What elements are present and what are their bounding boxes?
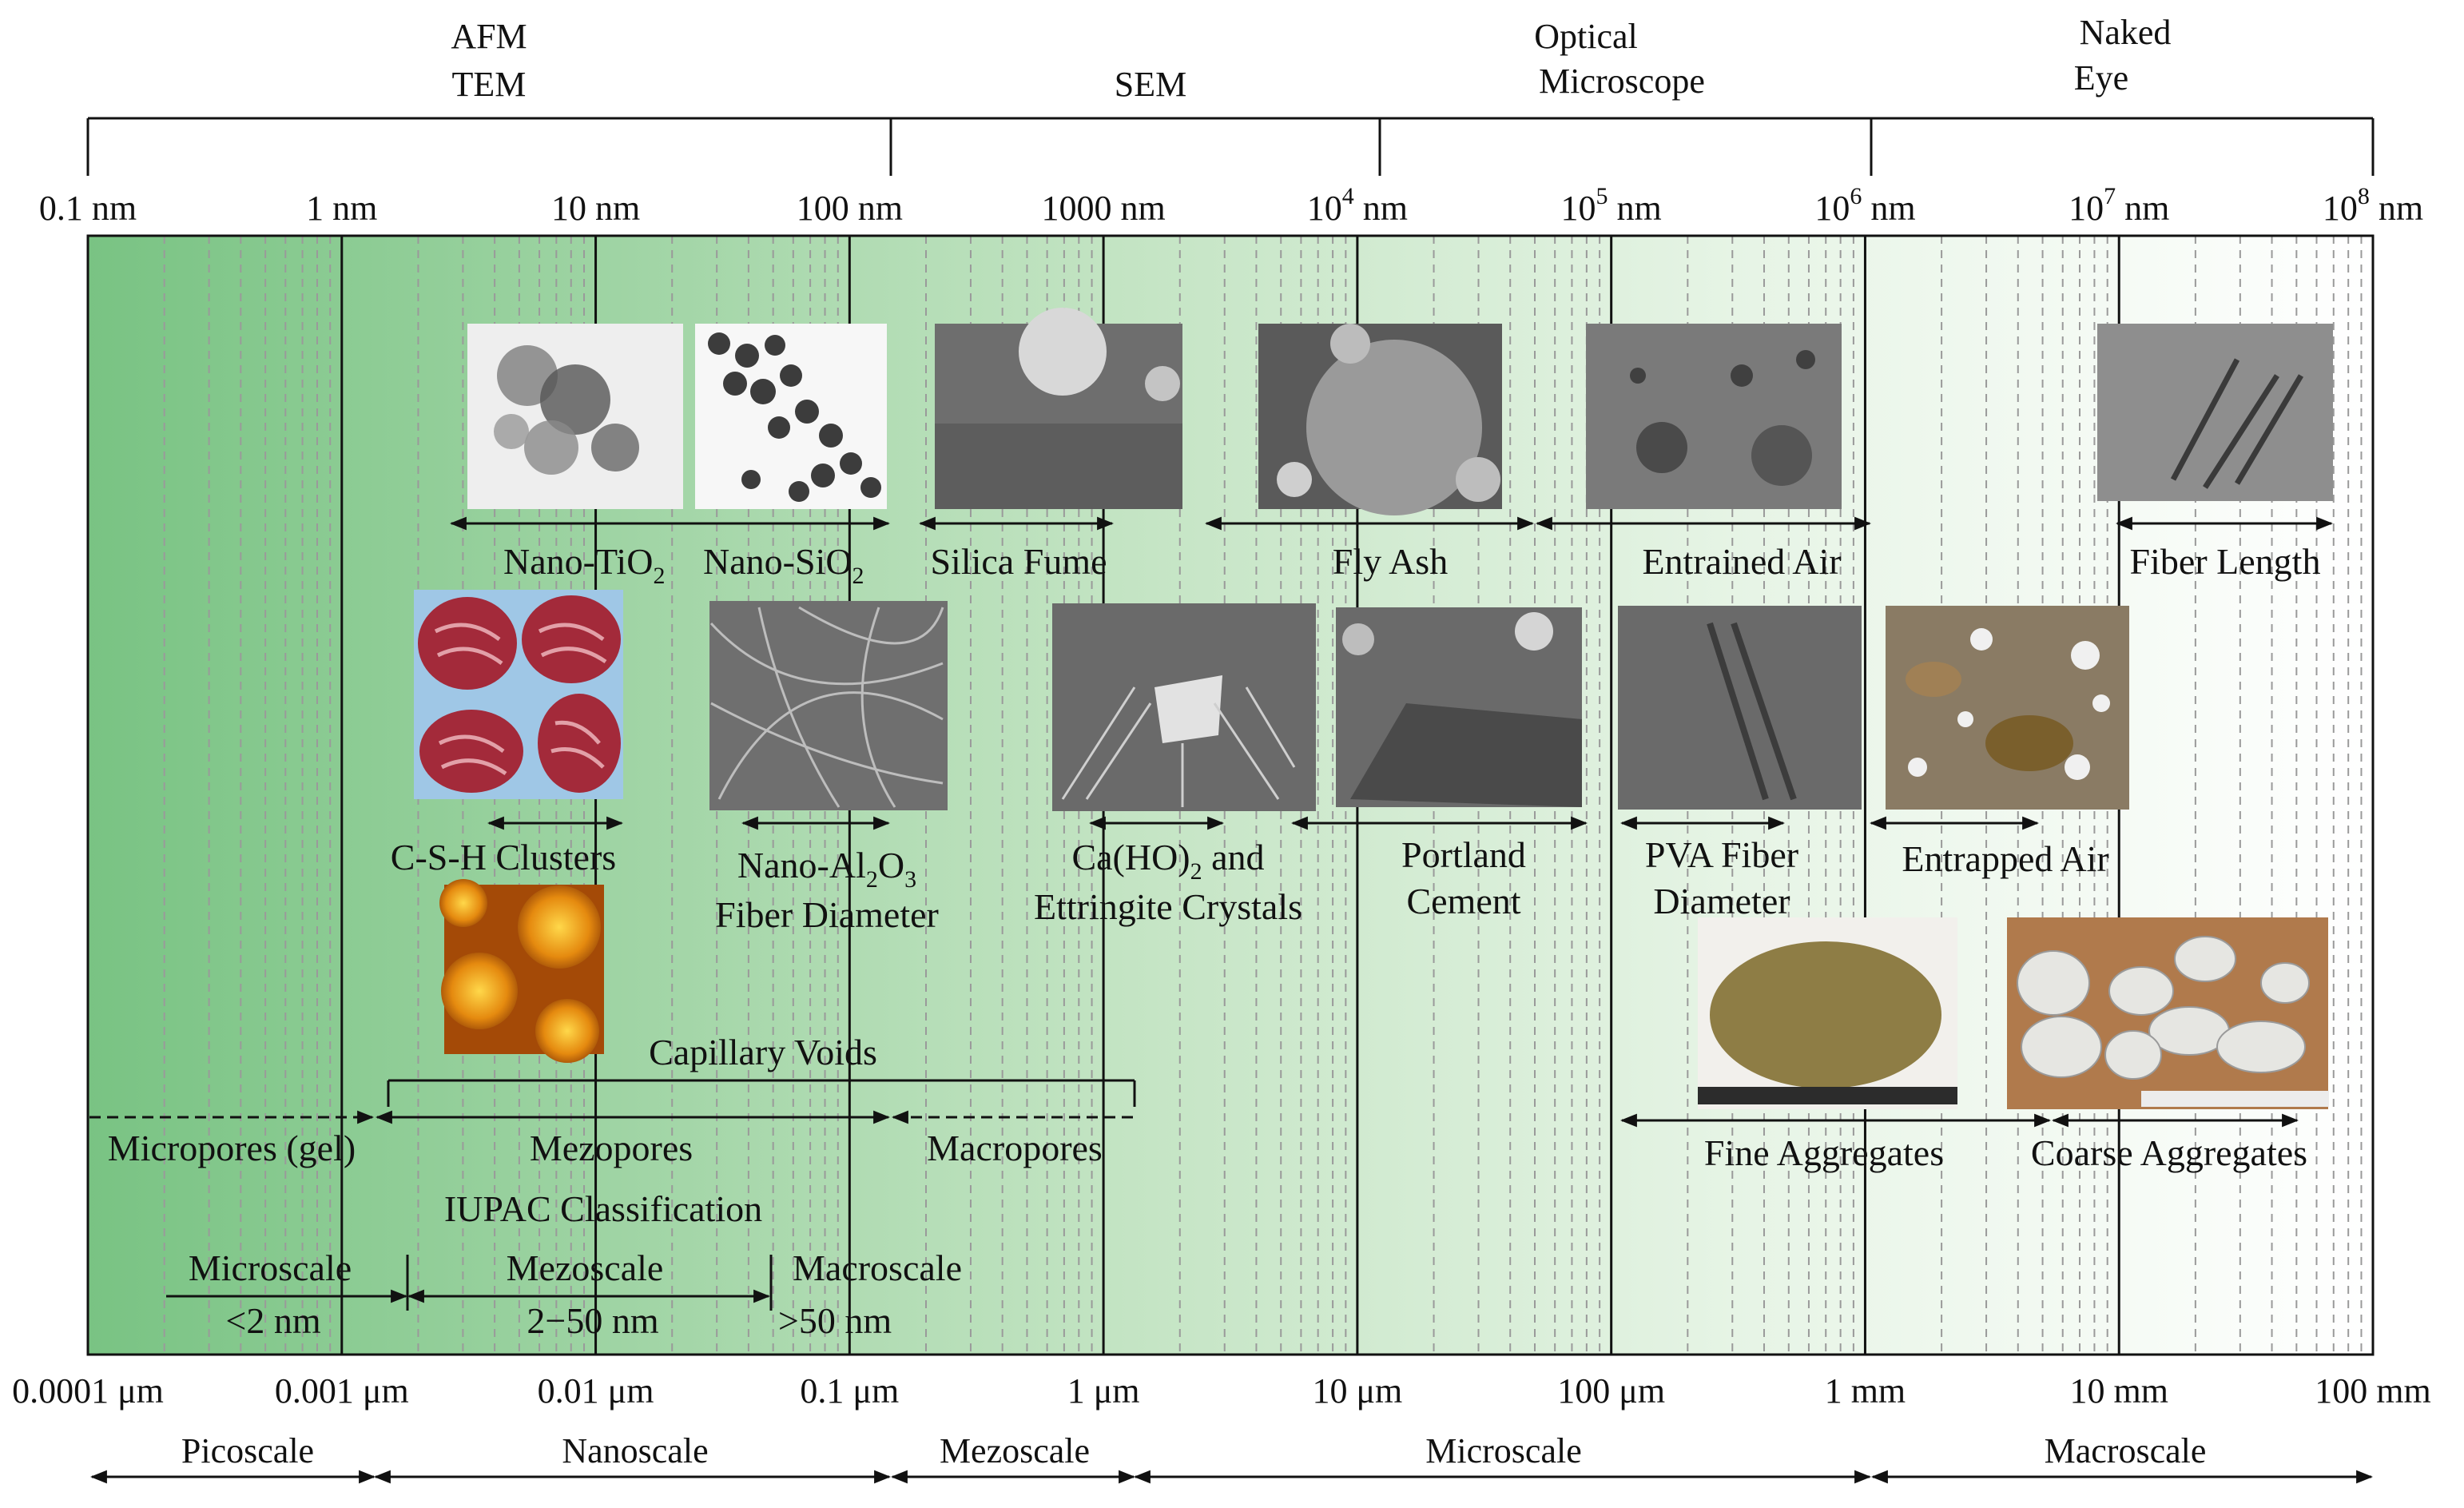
bottom-tick-label: 0.01 μm bbox=[538, 1371, 654, 1411]
entrained-air-image bbox=[1586, 324, 1842, 509]
afm-image bbox=[439, 879, 604, 1063]
fiber-length-image bbox=[2097, 324, 2333, 501]
portland-cement-image bbox=[1336, 607, 1582, 807]
iupac-arrows bbox=[166, 1255, 773, 1311]
silica-fume-label: Silica Fume bbox=[930, 541, 1107, 582]
nano-sio2-image bbox=[695, 324, 887, 509]
nanoscale-label: Nanoscale bbox=[562, 1431, 708, 1470]
capillary-bracket bbox=[387, 1079, 1136, 1107]
top-tick-label: 108 nm bbox=[2323, 183, 2423, 228]
top-tick-label: 107 nm bbox=[2069, 183, 2169, 228]
iupac-micro-range: <2 nm bbox=[225, 1300, 320, 1341]
fine-aggregates-image bbox=[1698, 917, 1957, 1109]
microscope-label: Microscope bbox=[1539, 62, 1705, 101]
top-tick-label: 100 nm bbox=[797, 189, 903, 228]
top-tick-label: 106 nm bbox=[1814, 183, 1915, 228]
entrapped-air-image bbox=[1886, 606, 2129, 810]
bottom-tick-label: 10 μm bbox=[1312, 1371, 1402, 1411]
picoscale-label: Picoscale bbox=[181, 1431, 314, 1470]
iupac-macro-range: >50 nm bbox=[778, 1300, 892, 1341]
top-tick-label: 0.1 nm bbox=[39, 189, 137, 228]
bottom-tick-label: 100 mm bbox=[2315, 1371, 2430, 1411]
top-tick-label: 104 nm bbox=[1307, 183, 1408, 228]
bottom-tick-label: 100 μm bbox=[1557, 1371, 1665, 1411]
sem-label: SEM bbox=[1115, 65, 1186, 104]
ca-oh-image bbox=[1052, 603, 1316, 811]
macropores-label: Macropores bbox=[927, 1128, 1103, 1168]
ettringite-label: Ettringite Crystals bbox=[1034, 886, 1302, 927]
pva-fiber-image bbox=[1618, 606, 1862, 810]
iupac-mezo-range: 2−50 nm bbox=[527, 1300, 658, 1341]
tem-label: TEM bbox=[452, 65, 527, 104]
fine-aggregates-label: Fine Aggregates bbox=[1704, 1132, 1944, 1173]
top-axis: 0.1 nm 1 nm 10 nm 100 nm 1000 nm 104 nm 105 nm… bbox=[39, 183, 2423, 228]
top-tick-label: 1 nm bbox=[306, 189, 377, 228]
eye-label: Eye bbox=[2074, 58, 2128, 97]
optical-label: Optical bbox=[1534, 17, 1638, 56]
bottom-tick-label: 0.0001 μm bbox=[12, 1371, 164, 1411]
mezopores-label: Mezopores bbox=[530, 1128, 693, 1168]
iupac-micro-label: Microscale bbox=[189, 1247, 352, 1288]
bottom-tick-label: 1 μm bbox=[1067, 1371, 1140, 1411]
nano-sio2-label: Nano-SiO2 bbox=[703, 541, 864, 589]
micropores-label: Micropores (gel) bbox=[108, 1128, 356, 1168]
coarse-aggregates-label: Coarse Aggregates bbox=[2031, 1132, 2307, 1173]
pore-arrows bbox=[89, 1110, 2299, 1128]
nano-al2o3-image bbox=[709, 601, 948, 810]
coarse-aggregates-image bbox=[2007, 917, 2329, 1109]
capillary-voids-label: Capillary Voids bbox=[649, 1032, 877, 1072]
fly-ash-label: Fly Ash bbox=[1333, 541, 1448, 582]
csh-clusters-label: C-S-H Clusters bbox=[391, 837, 616, 877]
entrapped-air-label: Entrapped Air bbox=[1902, 838, 2108, 879]
nano-tio2-label: Nano-TiO2 bbox=[503, 541, 665, 589]
pva-fiber-label: PVA Fiber bbox=[1645, 834, 1798, 875]
bottom-tick-label: 0.1 μm bbox=[800, 1371, 899, 1411]
fly-ash-image bbox=[1258, 324, 1502, 515]
cement-label: Cement bbox=[1406, 881, 1520, 921]
afm-label: AFM bbox=[451, 17, 527, 56]
iupac-label: IUPAC Classification bbox=[444, 1188, 762, 1229]
bottom-tick-label: 1 mm bbox=[1825, 1371, 1906, 1411]
portland-label: Portland bbox=[1401, 834, 1526, 875]
mezoscale-label: Mezoscale bbox=[940, 1431, 1090, 1470]
ca-oh-label: Ca(HO)2 and bbox=[1071, 837, 1264, 885]
bottom-axis: 0.0001 μm 0.001 μm 0.01 μm 0.1 μm 1 μm 10 μm 1… bbox=[12, 1371, 2431, 1411]
iupac-mezo-label: Mezoscale bbox=[507, 1247, 664, 1288]
nano-al2o3-label: Nano-Al2O3 bbox=[737, 845, 916, 893]
iupac-macro-label: Macroscale bbox=[793, 1247, 962, 1288]
instrument-bracket bbox=[86, 117, 2375, 176]
naked-label: Naked bbox=[2080, 13, 2172, 52]
bottom-tick-label: 0.001 μm bbox=[275, 1371, 409, 1411]
macroscale-label: Macroscale bbox=[2045, 1431, 2207, 1470]
microscale-label: Microscale bbox=[1425, 1431, 1581, 1470]
band-frame bbox=[86, 234, 2375, 1356]
csh-clusters-image bbox=[414, 590, 623, 799]
silica-fume-image bbox=[935, 308, 1182, 509]
pva-diameter-label: Diameter bbox=[1653, 881, 1790, 921]
top-tick-label: 1000 nm bbox=[1041, 189, 1165, 228]
fiber-length-label: Fiber Length bbox=[2130, 541, 2321, 582]
bottom-tick-label: 10 mm bbox=[2069, 1371, 2168, 1411]
top-tick-label: 105 nm bbox=[1561, 183, 1662, 228]
fiber-diameter-label: Fiber Diameter bbox=[715, 894, 939, 935]
top-tick-label: 10 nm bbox=[551, 189, 640, 228]
entrained-air-label: Entrained Air bbox=[1642, 541, 1841, 582]
nano-tio2-image bbox=[467, 324, 683, 509]
